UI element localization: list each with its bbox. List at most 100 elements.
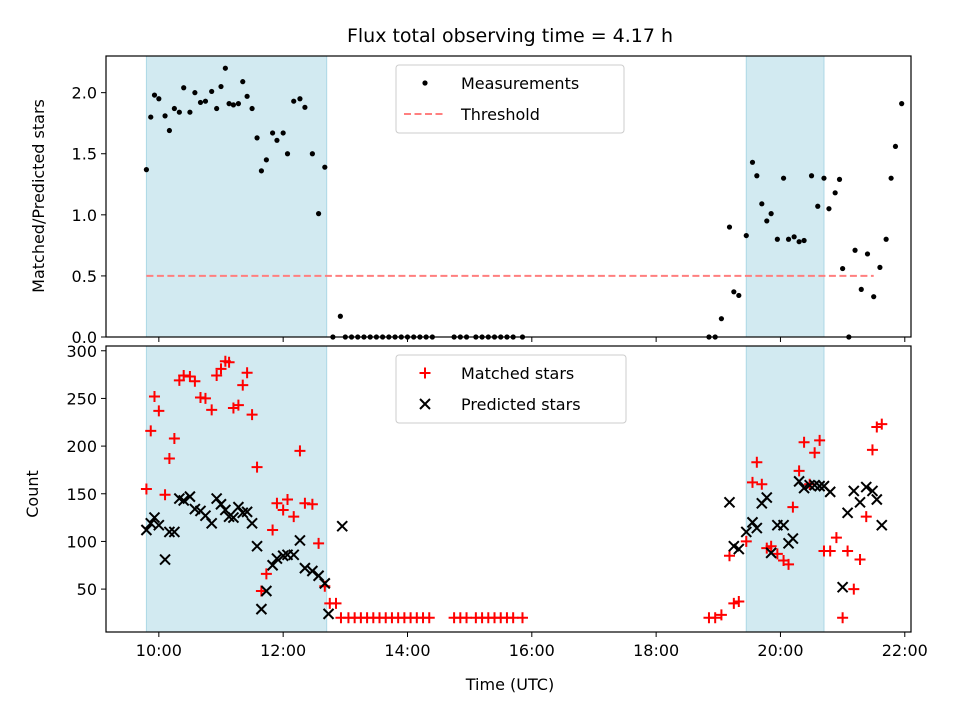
matched-stars-point	[246, 409, 258, 421]
x-tick-label: 18:00	[633, 641, 679, 660]
matched-stars-point	[145, 425, 157, 437]
top-y-tick-label: 0.5	[72, 267, 97, 286]
predicted-stars-point	[787, 532, 799, 545]
measurements-point	[736, 292, 742, 299]
matched-stars-point	[809, 447, 821, 459]
predicted-stars-point	[854, 496, 866, 509]
predicted-stars-point	[765, 547, 777, 559]
measurements-point	[840, 265, 846, 272]
measurements-point	[871, 294, 877, 300]
legend-label: Matched stars	[461, 364, 574, 383]
matched-stars-point	[793, 465, 805, 477]
predicted-stars-point	[803, 479, 816, 491]
predicted-stars-point	[163, 526, 176, 538]
matched-stars-point	[740, 535, 752, 547]
legend-measurements-marker	[422, 80, 428, 86]
matched-stars-point	[251, 461, 263, 473]
measurements-point	[315, 211, 322, 217]
measurements-point	[731, 289, 737, 295]
matched-stars-point	[715, 609, 727, 621]
bottom-y-tick-label: 50	[77, 580, 97, 599]
predicted-stars-point	[336, 520, 348, 532]
matched-stars-point	[163, 452, 175, 464]
top-legend	[395, 64, 625, 134]
measurements-point	[230, 102, 237, 108]
measurements-point	[309, 151, 315, 157]
predicted-stars-point	[848, 485, 860, 497]
measurements-point	[749, 159, 756, 165]
measurements-point	[280, 130, 286, 136]
top-y-tick-label: 1.5	[72, 145, 97, 164]
measurements-point	[263, 157, 269, 163]
measurements-point	[218, 83, 224, 90]
matched-stars-point	[189, 375, 201, 387]
bottom-axes-frame	[105, 345, 912, 633]
legend-label: Predicted stars	[461, 395, 581, 414]
predicted-stars-point	[793, 475, 805, 488]
matched-stars-point	[830, 532, 842, 544]
legend-matched-marker	[419, 367, 431, 379]
measurements-point	[801, 237, 807, 244]
top-y-tick-label: 1.0	[72, 206, 97, 225]
measurements-point	[258, 168, 265, 174]
matched-stars-point	[267, 524, 279, 536]
predicted-stars-point	[140, 524, 153, 536]
measurements-point	[826, 206, 832, 212]
predicted-stars-point	[177, 494, 190, 507]
matched-stars-point	[148, 391, 160, 403]
measurements-point	[836, 176, 843, 182]
legend-label: Threshold	[460, 105, 540, 124]
predicted-stars-point	[153, 519, 165, 531]
predicted-stars-point	[246, 517, 258, 530]
matched-stars-point	[842, 545, 854, 557]
matched-stars-point	[184, 371, 196, 383]
x-tick-label: 20:00	[757, 641, 803, 660]
bottom-shaded-interval-0	[145, 345, 328, 633]
measurements-point	[181, 85, 187, 91]
top-panel: 0.0 0.5 1.0 1.5 2.0 Measurements Threshold	[72, 55, 912, 347]
measurements-point	[858, 286, 864, 292]
measurements-point	[899, 101, 905, 107]
predicted-stars-point	[319, 577, 331, 590]
matched-stars-point	[282, 493, 294, 505]
matched-stars-point	[237, 379, 249, 391]
top-axes-frame	[105, 55, 912, 338]
matched-stars-point	[765, 540, 777, 552]
predicted-stars-point	[288, 549, 300, 561]
matched-stars-point	[206, 404, 218, 416]
matched-stars-point	[277, 504, 289, 516]
matched-stars-point	[814, 434, 826, 446]
predicted-stars-point	[824, 486, 836, 498]
predicted-stars-point	[866, 485, 879, 497]
matched-stars-point	[746, 476, 758, 488]
legend-predicted-marker	[419, 398, 431, 410]
measurements-point	[162, 113, 168, 119]
predicted-stars-point	[299, 562, 311, 574]
measurements-point	[883, 236, 889, 242]
predicted-stars-point	[266, 559, 279, 571]
measurements-point	[226, 101, 232, 107]
matched-stars-point	[866, 444, 878, 456]
matched-stars-point	[723, 550, 735, 562]
predicted-stars-point	[733, 543, 745, 555]
predicted-stars-point	[871, 493, 883, 506]
matched-stars-point	[241, 367, 253, 379]
measurements-point	[864, 251, 871, 257]
matched-stars-point	[733, 595, 745, 607]
bottom-legend	[395, 354, 627, 424]
measurements-point	[291, 98, 297, 104]
matched-stars-point	[461, 612, 473, 624]
measurements-point	[768, 211, 774, 217]
measurements-point	[192, 90, 198, 96]
matched-stars-point	[232, 399, 244, 411]
measurements-point	[269, 130, 276, 136]
measurements-point	[249, 105, 255, 112]
measurements-point	[176, 109, 182, 115]
predicted-stars-point	[255, 603, 268, 615]
measurements-point	[197, 99, 204, 106]
predicted-stars-point	[271, 552, 283, 565]
bottom-y-tick-label: 100	[66, 532, 97, 551]
matched-stars-point	[159, 489, 171, 501]
measurements-point	[785, 236, 792, 242]
